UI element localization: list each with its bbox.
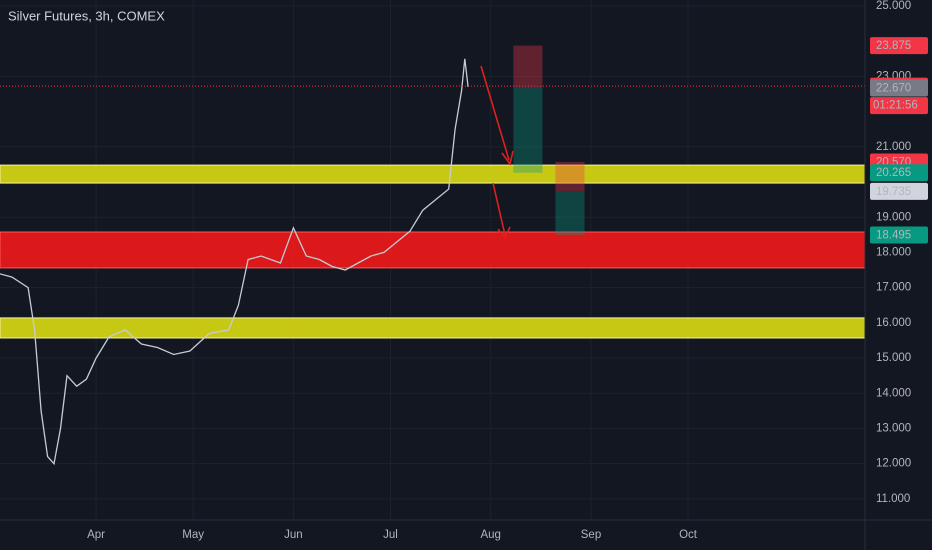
x-tick-label: Aug [480, 529, 500, 541]
price-label: 19.735 [876, 186, 911, 198]
arrow-head [501, 150, 514, 166]
zone [0, 231, 866, 269]
y-tick-label: 16.000 [876, 317, 911, 329]
price-label: 22.670 [876, 83, 911, 95]
y-tick-label: 17.000 [876, 282, 911, 294]
position-reward [555, 191, 585, 236]
y-tick-label: 19.000 [876, 211, 911, 223]
x-tick-label: Oct [679, 529, 698, 541]
y-tick-label: 11.000 [876, 493, 910, 505]
position-risk [513, 45, 543, 89]
countdown: 01:21:56 [873, 100, 918, 112]
arrows [480, 65, 514, 240]
price-label: 18.495 [876, 230, 911, 242]
y-tick-label: 18.000 [876, 246, 911, 258]
x-tick-label: Sep [581, 529, 601, 541]
y-tick-label: 14.000 [876, 387, 911, 399]
price-label-box [870, 37, 928, 55]
x-tick-label: Jun [284, 529, 303, 541]
y-tick-label: 25.000 [876, 0, 911, 12]
plot-area [0, 0, 866, 520]
arrow [492, 182, 506, 236]
y-tick-label: 15.000 [876, 352, 911, 364]
arrow [480, 65, 510, 161]
y-tick-label: 21.000 [876, 141, 911, 153]
price-label-box [870, 79, 928, 97]
chart-title: Silver Futures, 3h, COMEX [8, 8, 165, 23]
zone [0, 317, 866, 339]
price-line [0, 58, 469, 466]
x-tick-label: May [182, 529, 204, 541]
price-label: 20.265 [876, 167, 911, 179]
x-tick-label: Apr [87, 529, 105, 541]
x-tick-label: Jul [383, 529, 398, 541]
countdown-box [870, 97, 928, 115]
price-label-box [870, 226, 928, 244]
price-label: 23.875 [876, 40, 911, 52]
position-risk [555, 161, 585, 192]
position-reward [513, 88, 543, 173]
y-tick-label: 12.000 [876, 458, 911, 470]
y-tick-label: 13.000 [876, 422, 911, 434]
price-label-box [870, 164, 928, 182]
price-label-box [870, 182, 928, 200]
zone [0, 164, 866, 184]
arrow-head [497, 226, 511, 240]
